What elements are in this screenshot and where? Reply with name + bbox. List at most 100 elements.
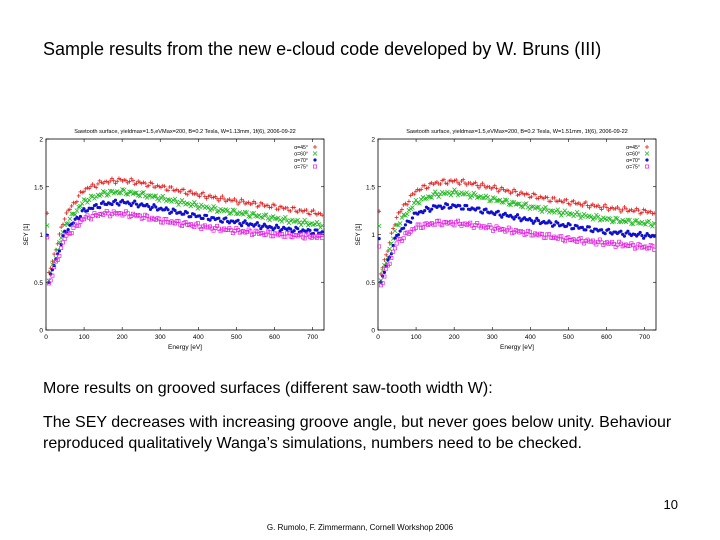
star-marker — [402, 226, 406, 230]
x-marker — [436, 194, 441, 199]
x-marker — [44, 223, 50, 228]
star-marker — [45, 233, 49, 237]
x-marker — [295, 217, 300, 223]
star-marker — [398, 229, 402, 233]
x-marker — [71, 211, 76, 217]
x-marker — [300, 220, 306, 225]
x-marker — [230, 207, 236, 213]
star-marker — [292, 229, 296, 233]
x-marker — [248, 214, 253, 220]
square-marker — [157, 216, 162, 221]
square-marker — [380, 281, 385, 286]
star-marker — [600, 228, 604, 232]
legend-marker — [313, 164, 317, 169]
star-marker — [261, 224, 265, 228]
x-marker — [283, 214, 288, 220]
x-marker — [387, 246, 392, 252]
x-marker — [520, 204, 526, 210]
x-tick-label: 400 — [525, 334, 536, 341]
x-marker — [100, 188, 106, 194]
square-marker — [69, 231, 74, 236]
x-marker — [258, 214, 264, 220]
y-tick-label: 1 — [371, 232, 375, 239]
footer-credit: G. Rumolo, F. Zimmermann, Cornell Worksh… — [266, 523, 454, 532]
square-marker — [392, 246, 397, 251]
x-marker — [146, 193, 152, 198]
x-marker — [518, 204, 524, 209]
x-marker — [220, 208, 225, 213]
x-marker — [651, 220, 657, 226]
square-marker — [540, 232, 545, 237]
star-marker — [94, 202, 98, 207]
star-marker — [607, 227, 611, 231]
star-marker — [315, 228, 319, 232]
star-marker — [377, 237, 381, 241]
x-marker — [209, 206, 215, 212]
x-marker — [302, 217, 307, 223]
x-marker — [204, 204, 209, 209]
x-marker — [234, 211, 239, 217]
x-marker — [316, 222, 321, 227]
x-marker — [620, 217, 625, 223]
x-marker — [646, 218, 652, 224]
x-marker — [613, 215, 618, 221]
x-marker — [576, 212, 582, 217]
legend-marker — [645, 164, 649, 169]
x-marker — [118, 190, 124, 196]
x-marker — [574, 209, 580, 215]
x-marker — [539, 209, 545, 214]
star-marker — [276, 225, 280, 230]
square-marker — [645, 164, 649, 169]
x-tick-label: 700 — [307, 334, 318, 341]
square-marker — [320, 236, 325, 241]
x-marker — [452, 187, 457, 192]
x-marker — [622, 219, 627, 224]
x-marker — [249, 211, 255, 216]
star-marker — [549, 221, 553, 225]
x-marker — [107, 188, 113, 194]
star-marker — [512, 217, 516, 221]
x-marker — [417, 201, 422, 206]
star-marker — [575, 224, 579, 228]
star-marker — [173, 208, 177, 213]
star-marker — [82, 207, 86, 211]
star-marker — [552, 223, 556, 227]
square-marker — [650, 244, 655, 248]
legend-label: α=60° — [294, 152, 308, 158]
x-marker — [392, 228, 398, 234]
star-marker — [308, 228, 312, 232]
star-marker — [147, 205, 151, 209]
x-marker — [606, 215, 611, 221]
x-marker — [176, 202, 181, 208]
series-4 — [377, 218, 657, 288]
star-marker — [382, 270, 386, 274]
legend-marker — [645, 145, 649, 149]
y-tick-label: 1 — [39, 232, 43, 239]
star-marker — [480, 211, 485, 215]
x-marker — [246, 214, 251, 219]
x-marker — [284, 218, 290, 223]
x-marker — [625, 217, 631, 223]
star-marker — [645, 158, 649, 162]
x-marker — [555, 207, 561, 212]
legend-marker — [645, 158, 649, 162]
x-tick-label: 100 — [411, 334, 422, 341]
star-marker — [289, 227, 293, 231]
star-marker — [273, 226, 277, 230]
x-marker — [120, 187, 125, 192]
square-marker — [50, 273, 55, 278]
plot-frame — [45, 138, 325, 331]
star-marker — [403, 223, 408, 227]
x-marker — [441, 191, 447, 196]
star-marker — [204, 213, 209, 218]
x-marker — [504, 197, 510, 203]
star-marker — [531, 221, 535, 225]
x-marker — [121, 187, 127, 193]
star-marker — [150, 205, 154, 209]
x-marker — [106, 192, 111, 197]
star-marker — [296, 227, 300, 231]
square-marker — [389, 256, 394, 260]
star-marker — [201, 216, 205, 221]
x-marker — [602, 216, 608, 222]
x-marker — [427, 194, 433, 200]
